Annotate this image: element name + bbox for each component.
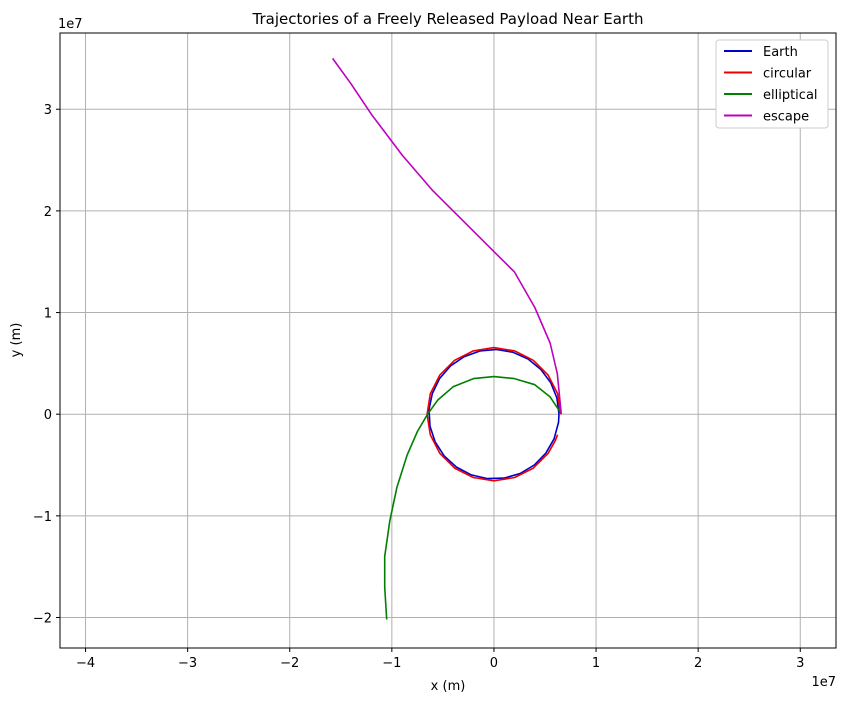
plot-frame bbox=[59, 32, 837, 649]
x-tick-label: 2 bbox=[694, 656, 702, 671]
x-tick-label: 0 bbox=[490, 656, 498, 671]
y-tick-label: 3 bbox=[44, 103, 52, 118]
x-tick-label: −4 bbox=[76, 656, 95, 671]
x-tick-label: −2 bbox=[280, 656, 299, 671]
series-line-elliptical bbox=[383, 375, 561, 620]
legend-box bbox=[715, 39, 829, 129]
legend-label-escape: escape bbox=[763, 110, 809, 125]
series-line-escape bbox=[331, 57, 563, 415]
x-tick-label: 1 bbox=[592, 656, 600, 671]
y-tick-label: 0 bbox=[44, 408, 52, 423]
y-offset-label: 1e7 bbox=[58, 17, 83, 32]
plot-series bbox=[331, 57, 563, 620]
y-ticks: −2 −1 0 1 2 3 bbox=[33, 103, 60, 627]
legend-label-elliptical: elliptical bbox=[763, 88, 818, 103]
y-tick-label: −2 bbox=[33, 612, 52, 627]
legend-label-circular: circular bbox=[763, 67, 812, 82]
grid bbox=[60, 33, 836, 648]
legend: Earth circular elliptical escape bbox=[715, 39, 829, 129]
series-line-earth bbox=[428, 348, 560, 480]
chart-title: Trajectories of a Freely Released Payloa… bbox=[252, 10, 644, 28]
legend-label-earth: Earth bbox=[763, 45, 798, 60]
y-tick-label: 1 bbox=[44, 307, 52, 322]
x-tick-label: −1 bbox=[382, 656, 401, 671]
y-axis-label: y (m) bbox=[9, 323, 24, 358]
x-tick-label: −3 bbox=[178, 656, 197, 671]
x-ticks: −4 −3 −2 −1 0 1 2 3 bbox=[76, 648, 804, 671]
x-tick-label: 3 bbox=[796, 656, 804, 671]
x-offset-label: 1e7 bbox=[811, 675, 836, 690]
y-tick-label: −1 bbox=[33, 510, 52, 525]
x-axis-label: x (m) bbox=[431, 679, 466, 694]
y-tick-label: 2 bbox=[44, 205, 52, 220]
